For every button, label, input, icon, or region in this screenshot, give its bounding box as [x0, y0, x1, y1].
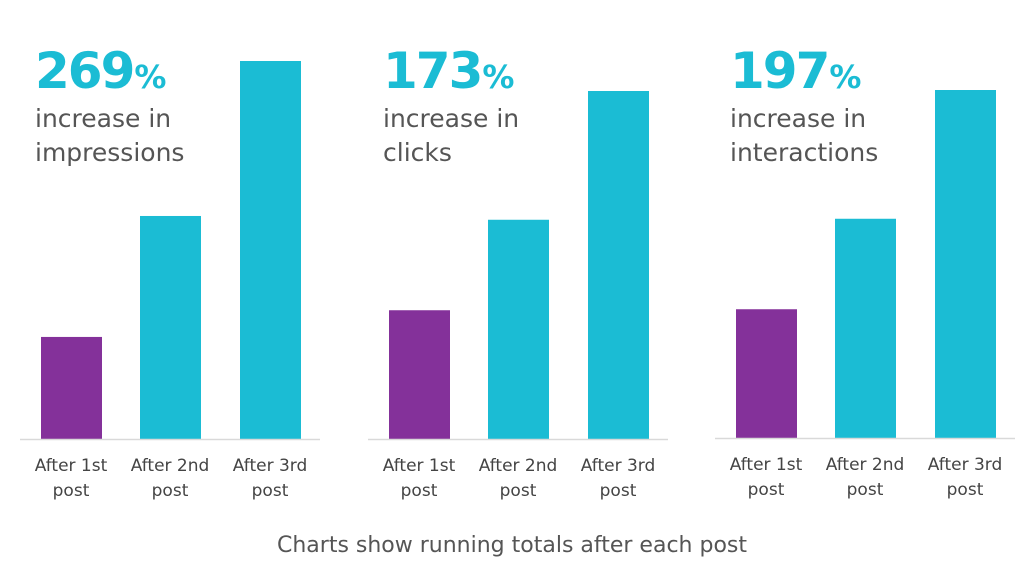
- chart-caption: Charts show running totals after each po…: [276, 533, 747, 558]
- description-line: increase in: [35, 104, 172, 133]
- x-tick-label: After 3rd post: [570, 454, 666, 504]
- headline-percentage: 173%: [383, 46, 514, 96]
- x-tick-label-line: After 2nd: [130, 456, 210, 476]
- bar-2: [140, 215, 201, 439]
- x-tick-label-line: post: [151, 481, 189, 501]
- headline-description: increase in impressions: [35, 102, 184, 170]
- x-tick-label: After 2nd post: [470, 454, 566, 504]
- description-line: interactions: [730, 138, 879, 167]
- description-line: increase in: [383, 104, 520, 133]
- x-tick-label-line: post: [52, 481, 90, 501]
- x-tick-label-line: post: [747, 480, 785, 500]
- x-tick-label-line: After 2nd: [478, 456, 558, 476]
- x-tick-label-line: After 2nd: [825, 455, 905, 475]
- bar-1: [736, 309, 797, 438]
- headline-unit: %: [482, 58, 515, 96]
- bar-2: [488, 219, 549, 439]
- x-tick-label: After 1st post: [371, 454, 467, 504]
- description-line: clicks: [383, 138, 452, 167]
- bar-1: [389, 310, 450, 439]
- chart-panel-impressions: 269% increase in impressions After 1st po…: [18, 0, 348, 520]
- description-line: increase in: [730, 104, 867, 133]
- x-tick-label-line: post: [946, 480, 984, 500]
- x-tick-label-line: After 3rd: [580, 456, 656, 476]
- bar-chart-interactions: [715, 90, 1015, 440]
- headline-value: 173: [383, 42, 483, 100]
- x-tick-label-line: post: [251, 481, 289, 501]
- description-line: impressions: [35, 138, 185, 167]
- x-tick-label-line: After 1st: [34, 456, 108, 476]
- x-tick-label: After 2nd post: [122, 454, 218, 504]
- bar-1: [41, 336, 102, 439]
- x-tick-label: After 3rd post: [222, 454, 318, 504]
- x-tick-label: After 2nd post: [817, 453, 913, 503]
- bar-3: [935, 90, 996, 438]
- x-tick-label: After 1st post: [718, 453, 814, 503]
- x-tick-label-line: After 1st: [382, 456, 456, 476]
- x-tick-label-line: After 1st: [729, 455, 803, 475]
- bar-chart-impressions: [20, 61, 320, 441]
- x-tick-label-line: post: [599, 481, 637, 501]
- bar-2: [835, 218, 896, 438]
- headline-value: 269: [35, 42, 135, 100]
- bar-3: [588, 91, 649, 439]
- x-tick-label-line: post: [846, 480, 884, 500]
- x-tick-label: After 3rd post: [917, 453, 1013, 503]
- headline-percentage: 197%: [730, 46, 861, 96]
- x-tick-label-line: post: [400, 481, 438, 501]
- headline-unit: %: [829, 58, 862, 96]
- headline-value: 197: [730, 42, 830, 100]
- x-tick-label: After 1st post: [23, 454, 119, 504]
- bar-chart-clicks: [368, 91, 668, 441]
- x-tick-label-line: post: [499, 481, 537, 501]
- headline-percentage: 269%: [35, 46, 166, 96]
- headline-description: increase in interactions: [730, 102, 878, 170]
- x-tick-label-line: After 3rd: [232, 456, 308, 476]
- headline-unit: %: [134, 58, 167, 96]
- x-tick-label-line: After 3rd: [927, 455, 1003, 475]
- chart-panel-interactions: 197% increase in interactions After 1st p…: [713, 0, 1024, 520]
- bar-3: [240, 61, 301, 439]
- headline-description: increase in clicks: [383, 102, 519, 170]
- chart-panel-clicks: 173% increase in clicks After 1st post Aft…: [366, 0, 696, 520]
